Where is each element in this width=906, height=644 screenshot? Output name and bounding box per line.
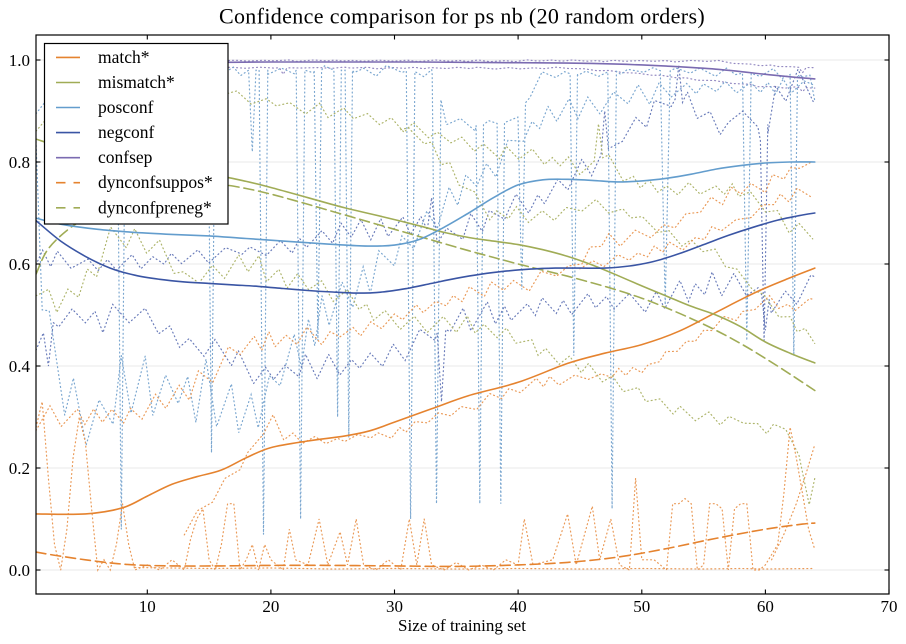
svg-text:confsep: confsep [98, 147, 153, 167]
svg-text:0.2: 0.2 [9, 459, 30, 478]
svg-text:match*: match* [98, 47, 150, 67]
svg-text:10: 10 [139, 597, 156, 616]
svg-text:Size of training set: Size of training set [398, 616, 526, 635]
svg-text:dynconfsuppos*: dynconfsuppos* [98, 172, 213, 192]
svg-text:0.0: 0.0 [9, 561, 30, 580]
svg-text:0.4: 0.4 [9, 357, 31, 376]
svg-text:0.8: 0.8 [9, 153, 30, 172]
svg-text:negconf: negconf [98, 122, 155, 142]
svg-text:1.0: 1.0 [9, 51, 30, 70]
svg-text:40: 40 [510, 597, 527, 616]
svg-text:50: 50 [633, 597, 650, 616]
svg-text:dynconfpreneg*: dynconfpreneg* [98, 197, 212, 217]
svg-text:Confidence comparison for ps n: Confidence comparison for ps nb (20 rand… [219, 4, 705, 29]
svg-text:mismatch*: mismatch* [98, 72, 175, 92]
svg-text:0.6: 0.6 [9, 255, 30, 274]
svg-text:posconf: posconf [98, 97, 154, 117]
svg-text:30: 30 [386, 597, 403, 616]
svg-text:60: 60 [757, 597, 774, 616]
svg-text:70: 70 [881, 597, 898, 616]
svg-text:20: 20 [262, 597, 279, 616]
